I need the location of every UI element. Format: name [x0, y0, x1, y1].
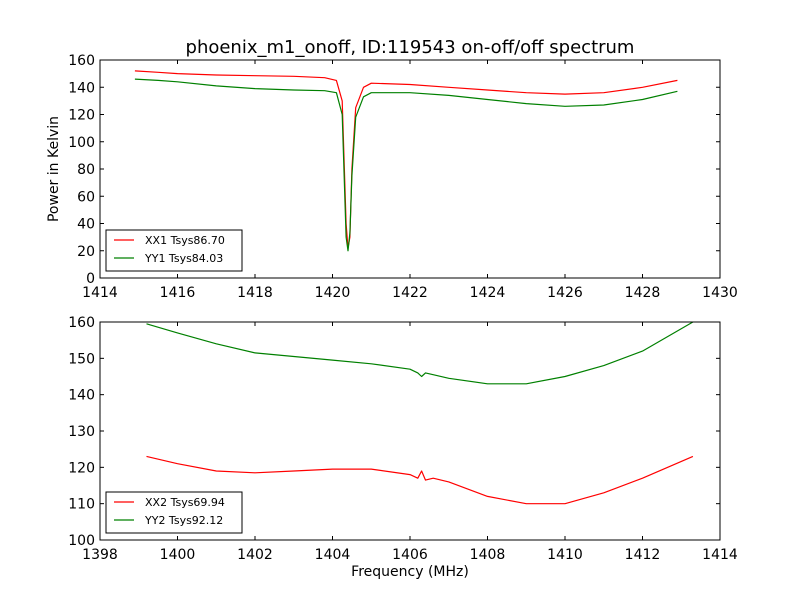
top-xtick-label-2: 1418 [237, 285, 273, 301]
bottom-series-line-0 [146, 455, 694, 505]
top-panel: 1414 1416 1418 1420 1422 1424 1426 1428 1430 0 20 4… [46, 53, 738, 301]
bottom-legend-label-yy2: YY2 Tsys92.12 [144, 514, 223, 527]
bottom-legend-label-xx2: XX2 Tsys69.94 [145, 496, 225, 509]
top-series-layer [134, 70, 678, 252]
top-ylabel: Power in Kelvin [46, 116, 62, 222]
top-ytick-label-1: 20 [77, 244, 95, 260]
bottom-ytick-label-2: 120 [68, 460, 95, 476]
bottom-xtick-label-6: 1410 [547, 547, 583, 563]
top-ytick-label-5: 100 [68, 135, 95, 151]
bottom-ytick-label-6: 160 [68, 315, 95, 331]
top-ytick-label-6: 120 [68, 108, 95, 124]
bottom-panel: 1398 1400 1402 1404 1406 1408 1410 1412 1414 100 1… [68, 315, 738, 580]
bottom-xtick-label-1: 1400 [160, 547, 196, 563]
bottom-xtick-label-8: 1414 [702, 547, 738, 563]
bottom-legend-box [105, 491, 243, 534]
top-legend-box [105, 229, 243, 272]
top-xtick-label-5: 1424 [470, 285, 506, 301]
bottom-xtick-label-0: 1398 [82, 547, 118, 563]
top-legend-label-xx1: XX1 Tsys86.70 [145, 234, 225, 247]
bottom-series-line-1 [146, 321, 694, 385]
bottom-ytick-label-5: 150 [68, 351, 95, 367]
bottom-xtick-label-4: 1406 [392, 547, 428, 563]
bottom-xtick-label-2: 1402 [237, 547, 273, 563]
top-legend: XX1 Tsys86.70 YY1 Tsys84.03 [105, 229, 243, 272]
top-ytick-label-2: 40 [77, 217, 95, 233]
top-axes-frame [99, 59, 721, 279]
top-ytick-label-8: 160 [68, 53, 95, 69]
top-legend-label-yy1: YY1 Tsys84.03 [144, 252, 223, 265]
bottom-axes-frame [99, 321, 721, 541]
top-series-line-1 [134, 78, 678, 252]
bottom-ytick-label-3: 130 [68, 424, 95, 440]
top-ticks-layer: 1414 1416 1418 1420 1422 1424 1426 1428 1430 0 20 4… [68, 53, 738, 301]
top-ytick-label-7: 140 [68, 80, 95, 96]
bottom-xlabel: Frequency (MHz) [351, 564, 469, 580]
top-xtick-label-3: 1420 [315, 285, 351, 301]
top-xtick-label-7: 1428 [625, 285, 661, 301]
bottom-legend: XX2 Tsys69.94 YY2 Tsys92.12 [105, 491, 243, 534]
top-xtick-label-4: 1422 [392, 285, 428, 301]
top-xtick-label-6: 1426 [547, 285, 583, 301]
chart-title: phoenix_m1_onoff, ID:119543 on-off/off s… [186, 37, 635, 58]
bottom-xtick-label-7: 1412 [625, 547, 661, 563]
top-xtick-label-1: 1416 [160, 285, 196, 301]
top-ytick-label-3: 60 [77, 189, 95, 205]
top-ytick-label-0: 0 [86, 271, 95, 287]
top-xtick-label-8: 1430 [702, 285, 738, 301]
top-ytick-label-4: 80 [77, 162, 95, 178]
top-xtick-label-0: 1414 [82, 285, 118, 301]
bottom-series-layer [146, 321, 694, 505]
bottom-ytick-label-0: 100 [68, 533, 95, 549]
bottom-ytick-label-1: 110 [68, 497, 95, 513]
bottom-ytick-label-4: 140 [68, 388, 95, 404]
bottom-xtick-label-3: 1404 [315, 547, 351, 563]
bottom-xtick-label-5: 1408 [470, 547, 506, 563]
